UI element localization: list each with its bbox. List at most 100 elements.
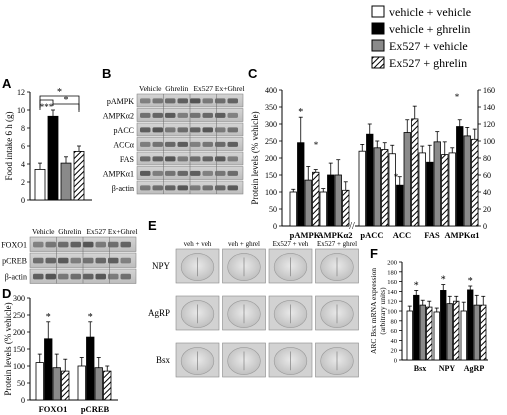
a-ytick-label: 0	[21, 196, 25, 205]
blot-panel-b: Vehicle Ghrelin Ex527 Ex+Ghrel pAMPK AMPKα2 pA…	[103, 84, 245, 195]
b-band	[177, 98, 188, 104]
c-axis-break: //	[349, 221, 355, 232]
c-category-label-4: ACC	[393, 230, 411, 240]
b-band	[177, 141, 188, 147]
d-category-label-1: FOXO1	[39, 404, 68, 414]
b-band	[177, 127, 188, 133]
c-right-tick-label: 120	[483, 120, 495, 129]
c-FAS-bar-2	[426, 161, 434, 227]
b-row-label-5: FAS	[120, 155, 134, 164]
d-blot-band	[83, 257, 94, 264]
d-blot-row-label-3: β-actin	[5, 273, 27, 282]
panel-label-b: B	[102, 66, 111, 81]
c-FAS-bar-4	[441, 154, 449, 227]
legend-label-1: vehicle + vehicle	[389, 5, 471, 19]
c-pACC-bar-2	[366, 133, 374, 227]
d-FOXO1-sig: *	[46, 312, 51, 323]
c-right-tick-label: 40	[483, 188, 491, 197]
b-row-label-7: β-actin	[112, 184, 134, 193]
b-lane-label-1: Vehicle	[139, 84, 162, 93]
b-band	[152, 127, 163, 133]
f-ytick-label: 120	[387, 299, 397, 306]
b-band	[165, 98, 176, 104]
legend-swatch-2	[371, 22, 385, 35]
b-band	[227, 141, 238, 147]
f-ytick-label: 0	[394, 358, 397, 365]
c-AMPKα1-bar-1	[448, 152, 456, 227]
c-left-tick-label: 100	[265, 188, 277, 197]
d-blot-band	[70, 241, 81, 248]
c-category-label-1: pAMPK	[290, 230, 321, 240]
c-pAMPK-bar-1	[289, 191, 297, 227]
b-band	[215, 141, 226, 147]
c-left-tick-label: 250	[265, 137, 277, 146]
b-band	[165, 127, 176, 133]
f-category-label-1: Bsx	[414, 364, 426, 373]
f-AgRP-sig: *	[468, 276, 473, 287]
d-blot-band	[108, 257, 119, 264]
c-FAS-bar-1	[418, 152, 426, 227]
a-bar-2	[47, 115, 59, 201]
b-band	[165, 185, 176, 191]
c-AMPKα2-bar-3	[334, 174, 342, 227]
b-band	[227, 185, 238, 191]
d-blot-band	[120, 273, 131, 280]
c-AMPKα2-bar-4	[342, 189, 350, 227]
b-band	[177, 112, 188, 118]
e-row-label-3: Bsx	[156, 355, 171, 365]
c-right-tick-label: 60	[483, 171, 491, 180]
e-column-label-2: veh + ghrel	[228, 240, 260, 248]
b-band	[202, 98, 213, 104]
d-ytick-label: 100	[13, 362, 25, 371]
b-band	[152, 141, 163, 147]
b-band	[140, 156, 151, 162]
b-row-label-6: AMPKα1	[103, 169, 134, 178]
c-right-tick-label: 80	[483, 154, 491, 163]
b-lane-label-4: Ex+Ghrel	[215, 84, 245, 93]
legend-swatch-4	[371, 56, 385, 69]
d-blot-band	[33, 273, 44, 280]
b-row-label-1: pAMPK	[107, 97, 134, 106]
b-band	[152, 112, 163, 118]
c-right-tick-label: 20	[483, 205, 491, 214]
d-FOXO1-bar-4	[61, 370, 70, 401]
b-band	[165, 112, 176, 118]
b-band	[190, 185, 201, 191]
b-band	[227, 127, 238, 133]
f-ytick-label: 60	[391, 328, 398, 335]
a-bar-3	[60, 162, 72, 201]
b-band	[140, 141, 151, 147]
c-sig-pampk-2: *	[314, 140, 319, 150]
d-blot-band	[83, 273, 94, 280]
b-row-label-2: AMPKα2	[103, 111, 134, 120]
c-left-tick-label: 300	[265, 120, 277, 129]
c-AMPKα1-bar-4	[471, 138, 479, 227]
d-FOXO1-bar-2	[44, 338, 53, 401]
c-pACC-bar-3	[373, 147, 381, 227]
f-AgRP-bar-2	[467, 289, 474, 361]
b-band	[152, 98, 163, 104]
a-sig-2: *	[64, 95, 69, 106]
d-blot-band	[58, 241, 69, 248]
b-band	[190, 112, 201, 118]
d-pCREB-bar-4	[103, 370, 112, 401]
chart-panel-c: // 0 50 100 150 200 250 300 350 400 0 20 40 60 80 100 12…	[250, 86, 495, 240]
a-ytick-label: 6	[21, 142, 25, 151]
f-ytick-label: 140	[387, 289, 397, 296]
d-pCREB-bar-3	[94, 367, 103, 401]
d-ytick-label: 250	[13, 311, 25, 320]
f-category-label-3: AgRP	[464, 364, 485, 373]
c-category-label-5: FAS	[424, 230, 440, 240]
b-band	[165, 156, 176, 162]
f-category-label-2: NPY	[439, 364, 456, 373]
b-band	[227, 112, 238, 118]
f-NPY-bar-4	[453, 300, 460, 361]
f-ytick-label: 40	[391, 338, 398, 345]
c-right-tick-label: 0	[483, 222, 487, 231]
c-pAMPK-bar-3	[304, 179, 312, 227]
b-band	[202, 141, 213, 147]
a-ytick-label: 2	[21, 178, 25, 187]
b-band	[152, 170, 163, 176]
d-ytick-label: 0	[21, 396, 25, 405]
